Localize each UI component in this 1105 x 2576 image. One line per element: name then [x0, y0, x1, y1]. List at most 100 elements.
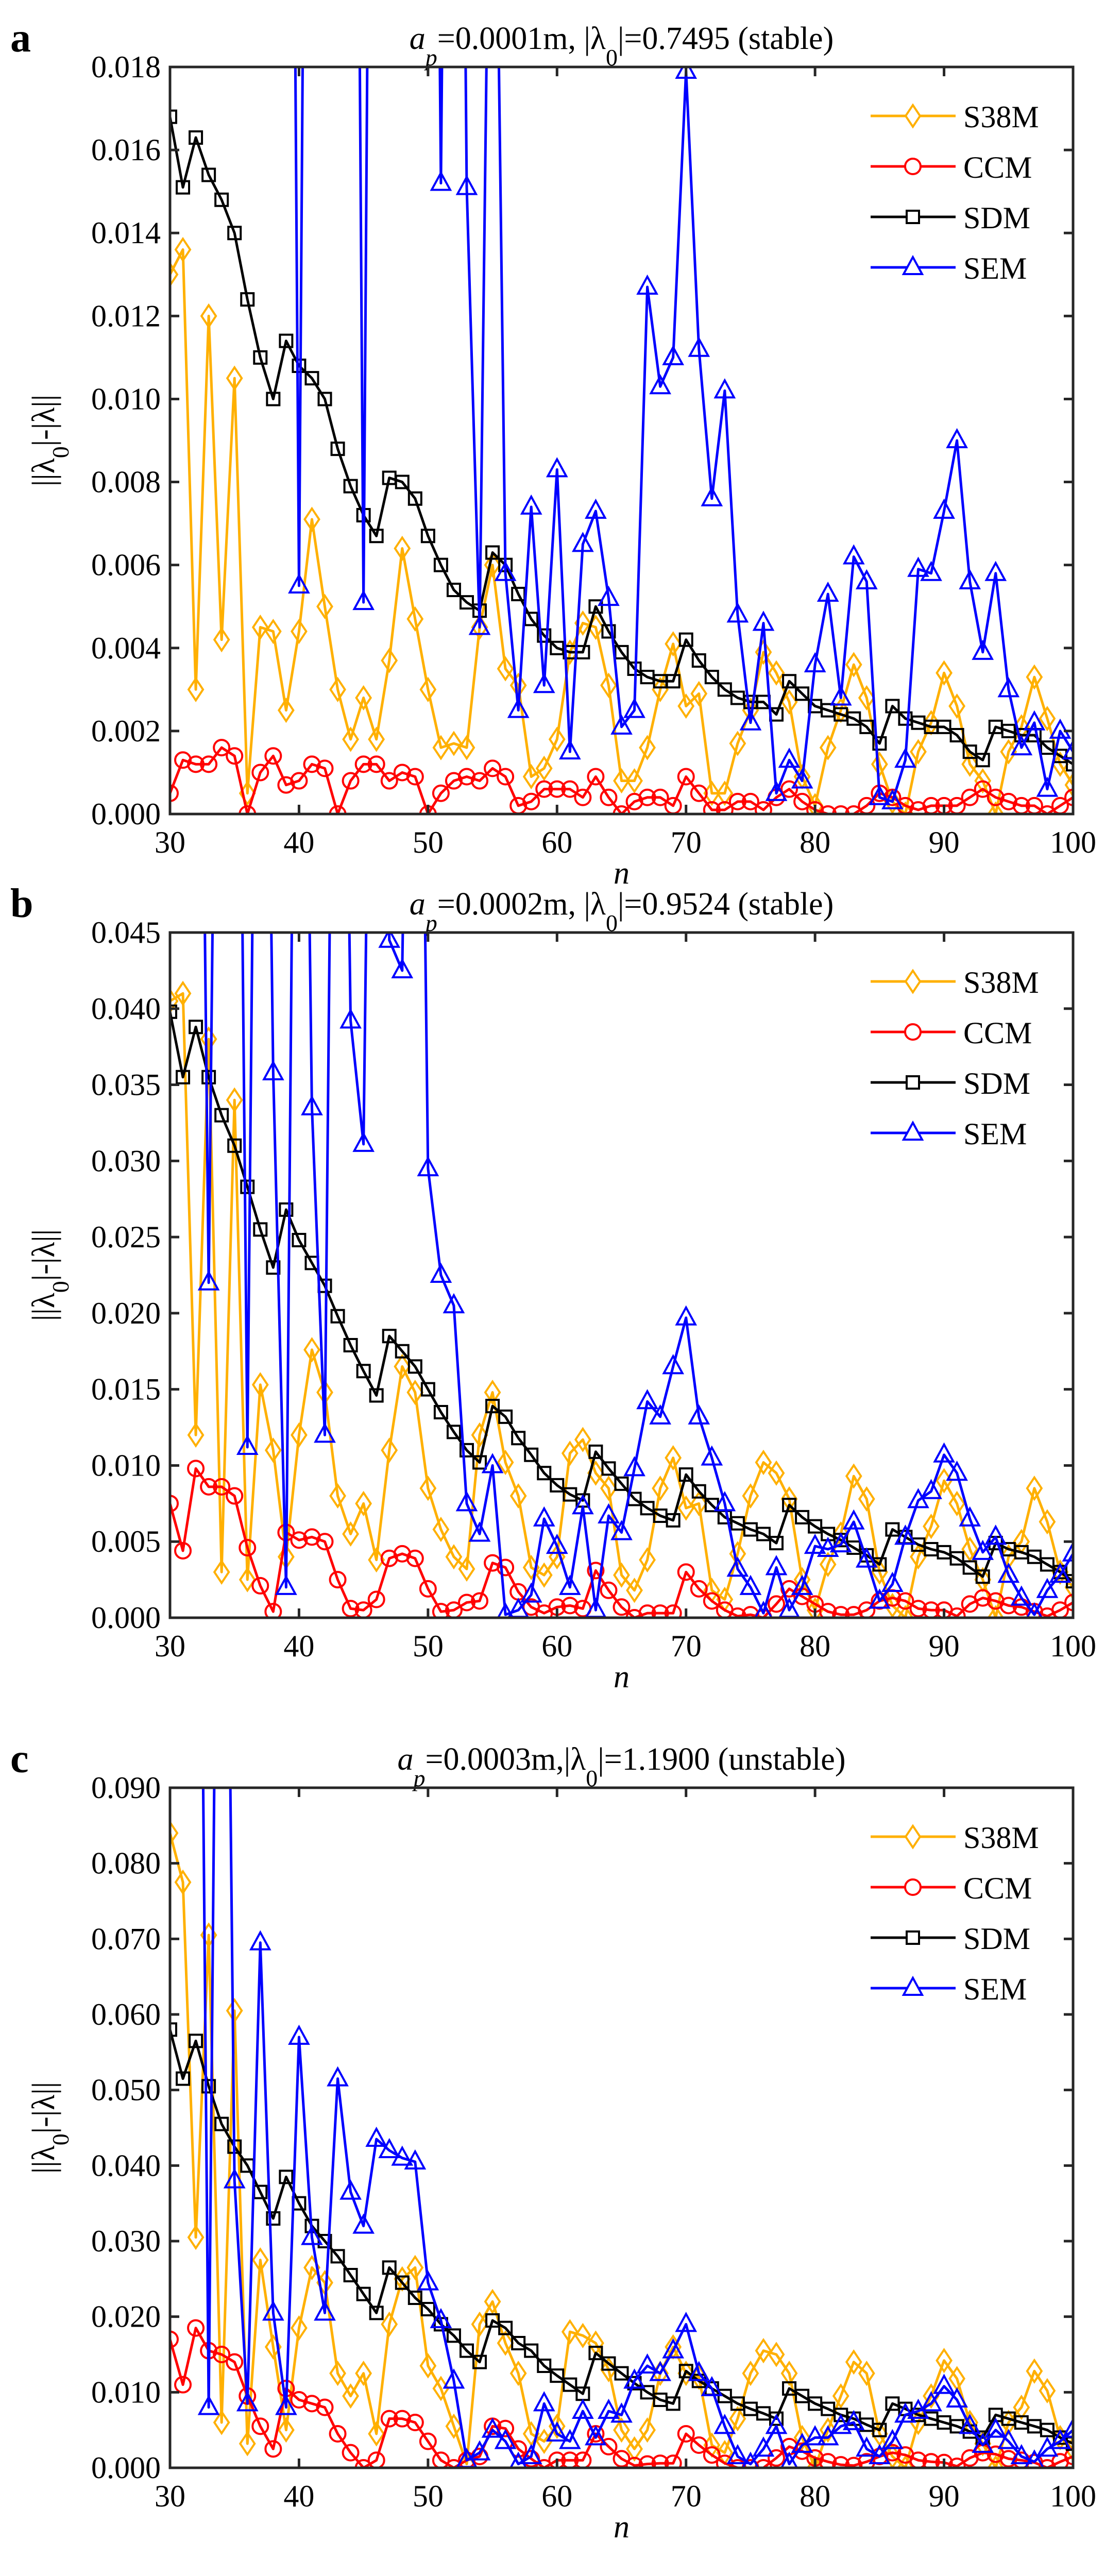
data-point-sem: [572, 532, 594, 552]
data-point-s38m: [291, 1422, 308, 1448]
data-point-s38m: [819, 735, 837, 760]
data-point-sem: [598, 2398, 620, 2419]
data-point-sem: [417, 1156, 439, 1177]
data-point-s38m: [174, 236, 192, 263]
data-point-ccm: [174, 1542, 192, 1560]
data-point-s38m: [226, 365, 243, 391]
data-point-sem: [701, 1445, 723, 1466]
data-point-sdm: [678, 1467, 693, 1482]
data-point-sem: [842, 2410, 865, 2430]
data-point-sem: [236, 2391, 259, 2412]
data-point-s38m: [497, 656, 514, 682]
data-point-sdm: [524, 2343, 539, 2358]
data-point-sem: [946, 2387, 968, 2408]
y-tick-label: 0.090: [91, 1771, 161, 1805]
data-point-ccm: [1051, 796, 1069, 814]
legend-item-ccm: CCM: [871, 1871, 1032, 1905]
data-point-ccm: [999, 2450, 1017, 2468]
data-point-sem: [713, 2414, 736, 2434]
data-point-sem: [984, 561, 1007, 581]
data-point-sem: [817, 2425, 839, 2446]
data-point-s38m: [626, 2436, 643, 2462]
data-point-s38m: [613, 768, 630, 794]
data-point-sdm: [575, 2386, 590, 2401]
data-point-sem: [1062, 2417, 1073, 2438]
data-point-sem: [959, 1506, 981, 1527]
data-point-s38m: [665, 1445, 682, 1471]
data-point-ccm: [200, 755, 218, 773]
data-point-sem: [520, 494, 542, 515]
data-point-s38m: [987, 1605, 1005, 1618]
data-point-sdm: [189, 130, 203, 145]
data-point-sem: [765, 1555, 788, 1575]
data-point-sem: [920, 1479, 942, 1499]
data-point-ccm: [445, 2459, 463, 2468]
data-point-sem: [365, 2126, 388, 2147]
data-point-sem: [855, 1547, 878, 1568]
data-point-ccm: [432, 784, 450, 802]
data-point-ccm: [290, 1531, 308, 1549]
data-point-sem: [546, 1533, 568, 1554]
ylabel-text: ||λ: [26, 458, 61, 486]
data-point-sem: [894, 2402, 916, 2423]
data-point-sem: [649, 1404, 671, 1425]
data-point-s38m: [961, 1536, 979, 1562]
legend-item-sem: SEM: [871, 1972, 1027, 2006]
title-subscript: 0: [586, 1765, 598, 1791]
data-point-sdm: [433, 1405, 448, 1419]
data-point-ccm: [354, 2459, 372, 2468]
data-point-s38m: [716, 781, 734, 806]
x-tick-label: 100: [1050, 1629, 1096, 1663]
data-point-sem: [533, 2391, 555, 2412]
data-point-sem: [636, 1389, 658, 1410]
data-point-sdm: [498, 2320, 513, 2335]
data-point-s38m: [535, 755, 553, 781]
data-point-s38m: [548, 726, 566, 752]
data-point-s38m: [677, 1495, 695, 1521]
data-point-sdm: [266, 2211, 281, 2226]
data-point-sem: [301, 2225, 323, 2245]
data-point-sem: [197, 2395, 220, 2415]
data-point-s38m: [987, 2455, 1005, 2468]
data-point-ccm: [625, 2456, 643, 2468]
data-point-s38m: [755, 2338, 772, 2364]
chart-panel-b: b ap=0.0002m, |λ0|=0.9524 (stable) 0.000 0.…: [10, 881, 1096, 1694]
data-point-ccm: [290, 772, 308, 790]
data-point-ccm: [561, 780, 579, 798]
legend-label: SDM: [963, 201, 1030, 235]
data-point-s38m: [174, 980, 192, 1006]
data-point-sem: [352, 589, 375, 611]
data-point-ccm: [251, 764, 269, 782]
data-point-s38m: [432, 735, 450, 760]
data-point-s38m: [755, 639, 772, 665]
data-point-sdm: [691, 1484, 706, 1499]
data-point-sem: [997, 677, 1020, 698]
data-point-ccm: [819, 1603, 837, 1618]
data-point-ccm: [226, 1487, 244, 1505]
data-point-sem: [197, 1270, 220, 1291]
data-point-sem: [984, 2417, 1007, 2438]
data-point-ccm: [677, 1563, 695, 1581]
x-axis-label: n: [614, 1659, 630, 1694]
data-point-sem: [1036, 776, 1059, 797]
data-point-sem: [791, 768, 813, 789]
data-point-ccm: [264, 1603, 282, 1618]
data-point-sem: [855, 2436, 878, 2457]
data-point-sem: [1010, 1585, 1033, 1606]
data-point-s38m: [897, 2455, 914, 2468]
data-point-s38m: [187, 1422, 205, 1448]
x-tick-label: 90: [929, 825, 960, 859]
data-point-s38m: [897, 1605, 914, 1618]
data-point-s38m: [381, 2311, 398, 2337]
data-point-ccm: [845, 2456, 863, 2468]
data-point-ccm: [316, 759, 334, 777]
data-point-ccm: [909, 801, 927, 814]
y-tick-label: 0.018: [91, 50, 161, 84]
data-point-sem: [430, 1262, 452, 1283]
y-tick-label: 0.000: [91, 797, 161, 831]
x-axis-label: n: [614, 856, 630, 891]
data-point-ccm: [638, 788, 656, 806]
data-point-s38m: [239, 2431, 256, 2456]
data-point-ccm: [170, 1495, 179, 1513]
title-text: =0.0001m, |λ: [437, 21, 606, 56]
